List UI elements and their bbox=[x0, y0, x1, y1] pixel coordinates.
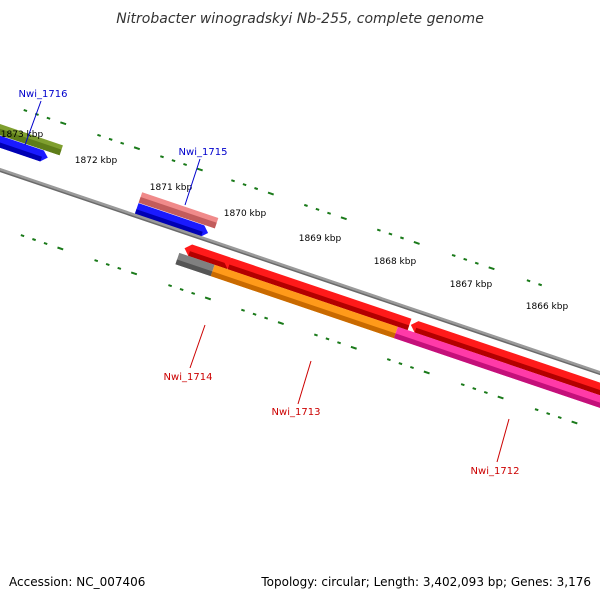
tick-mark bbox=[130, 271, 138, 276]
gene-nwi-1716[interactable] bbox=[0, 92, 63, 156]
tick-mark bbox=[171, 159, 176, 163]
tick-mark bbox=[327, 211, 332, 215]
tick-mark bbox=[472, 387, 477, 391]
leader-line bbox=[496, 418, 510, 463]
tick-mark bbox=[400, 236, 404, 240]
tick-mark bbox=[350, 345, 357, 350]
tick-mark bbox=[497, 395, 504, 400]
tick-mark bbox=[264, 316, 269, 320]
gene-labels: Nwi_1716 Nwi_1715 Nwi_1714 Nwi_1713 Nwi_… bbox=[19, 89, 520, 477]
tick-mark bbox=[242, 183, 247, 187]
tick-mark bbox=[254, 187, 259, 191]
accession-text: Accession: NC_007406 bbox=[9, 575, 145, 589]
tick-mark bbox=[538, 283, 543, 287]
upper-tick-row bbox=[23, 108, 543, 287]
tick-mark bbox=[386, 358, 391, 362]
tick-mark bbox=[534, 408, 539, 412]
leader-line bbox=[189, 324, 206, 369]
tick-mark bbox=[376, 228, 381, 232]
tick-mark bbox=[241, 308, 245, 312]
tick-mark bbox=[231, 179, 235, 183]
lower-tick-row bbox=[20, 234, 578, 425]
scale-label: 1872 kbp bbox=[75, 156, 118, 166]
tick-mark bbox=[557, 415, 562, 420]
gene-label-nwi-1716[interactable]: Nwi_1716 bbox=[19, 89, 68, 100]
tick-mark bbox=[460, 383, 465, 387]
tick-mark bbox=[133, 146, 141, 151]
tick-mark bbox=[60, 121, 67, 126]
tick-mark bbox=[196, 167, 203, 172]
gene-label-nwi-1714[interactable]: Nwi_1714 bbox=[164, 372, 213, 383]
leader-line bbox=[297, 360, 312, 405]
tick-mark bbox=[398, 362, 403, 366]
tick-mark bbox=[204, 296, 212, 301]
tick-mark bbox=[488, 266, 495, 271]
scale-label: 1870 kbp bbox=[224, 209, 267, 219]
scale-label: 1873 kbp bbox=[1, 130, 44, 140]
gene-label-nwi-1713[interactable]: Nwi_1713 bbox=[272, 407, 321, 418]
tick-mark bbox=[108, 137, 113, 141]
tick-mark bbox=[20, 234, 25, 238]
gene-label-nwi-1712[interactable]: Nwi_1712 bbox=[471, 466, 520, 477]
gene-blue-left[interactable] bbox=[0, 102, 50, 163]
tick-mark bbox=[159, 155, 164, 159]
tick-mark bbox=[409, 365, 414, 369]
scale-labels: 1873 kbp 1872 kbp 1871 kbp 1870 kbp 1869… bbox=[1, 130, 569, 312]
tick-mark bbox=[325, 337, 330, 341]
tick-mark bbox=[315, 207, 320, 211]
tick-mark bbox=[546, 412, 551, 416]
tick-mark bbox=[423, 370, 430, 375]
tick-mark bbox=[183, 163, 188, 167]
tick-mark bbox=[451, 253, 456, 257]
tick-mark bbox=[267, 191, 275, 196]
tick-mark bbox=[313, 333, 318, 337]
tick-mark bbox=[120, 141, 125, 145]
tick-mark bbox=[32, 238, 37, 242]
tick-mark bbox=[388, 232, 393, 236]
gene-nwi-1715[interactable] bbox=[138, 192, 219, 229]
tick-mark bbox=[340, 216, 347, 221]
scale-label: 1866 kbp bbox=[526, 302, 569, 312]
tick-mark bbox=[463, 257, 468, 261]
tick-mark bbox=[179, 288, 184, 292]
tick-mark bbox=[23, 108, 28, 112]
tick-mark bbox=[277, 321, 284, 326]
tick-mark bbox=[483, 390, 488, 395]
tick-mark bbox=[97, 133, 102, 137]
scale-label: 1868 kbp bbox=[374, 257, 417, 267]
scale-label: 1869 kbp bbox=[299, 234, 342, 244]
gene-red-long-2[interactable] bbox=[409, 319, 600, 417]
tick-mark bbox=[191, 291, 196, 295]
gene-nwi-1713[interactable] bbox=[210, 264, 398, 339]
tick-mark bbox=[94, 259, 99, 263]
tick-mark bbox=[168, 284, 173, 288]
gene-blue-right[interactable] bbox=[134, 203, 210, 239]
tick-mark bbox=[474, 261, 479, 265]
gene-label-nwi-1715[interactable]: Nwi_1715 bbox=[179, 147, 228, 158]
tick-mark bbox=[571, 420, 578, 425]
tick-mark bbox=[413, 241, 420, 245]
leader-line bbox=[24, 100, 42, 146]
scale-label: 1871 kbp bbox=[150, 183, 193, 193]
tick-mark bbox=[303, 203, 308, 207]
gene-nwi-1712[interactable] bbox=[393, 326, 600, 428]
tick-mark bbox=[337, 341, 342, 345]
tick-mark bbox=[43, 241, 48, 245]
tick-mark bbox=[117, 266, 122, 270]
leader-line bbox=[184, 158, 201, 206]
tick-mark bbox=[46, 116, 51, 120]
gene-red-long-1[interactable] bbox=[222, 256, 412, 331]
tick-mark bbox=[105, 262, 110, 267]
tick-mark bbox=[526, 279, 531, 283]
map-title: Nitrobacter winogradskyi Nb-255, complet… bbox=[116, 11, 484, 27]
gene-gray[interactable] bbox=[175, 252, 215, 277]
gene-nwi-1714[interactable] bbox=[183, 243, 231, 269]
tick-mark bbox=[252, 312, 257, 316]
genome-summary-text: Topology: circular; Length: 3,402,093 bp… bbox=[260, 575, 591, 589]
scale-label: 1867 kbp bbox=[450, 280, 493, 290]
tick-mark bbox=[57, 246, 64, 251]
genome-backbone bbox=[0, 131, 600, 392]
